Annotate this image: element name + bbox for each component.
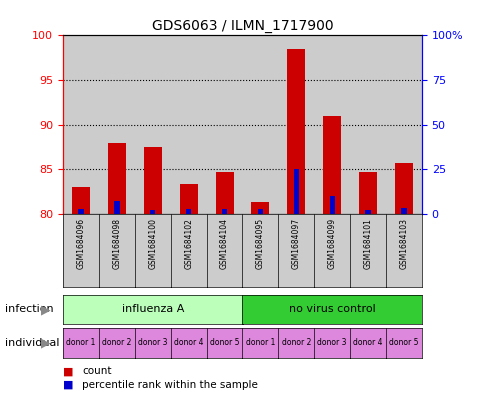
Bar <box>400 208 406 214</box>
Text: count: count <box>82 366 112 376</box>
Text: ▶: ▶ <box>41 303 51 316</box>
Bar <box>99 35 135 214</box>
Text: donor 3: donor 3 <box>138 338 167 347</box>
Text: GSM1684104: GSM1684104 <box>220 218 228 269</box>
Bar <box>206 35 242 214</box>
Bar <box>329 196 334 214</box>
Text: GSM1684100: GSM1684100 <box>148 218 157 269</box>
Text: GSM1684099: GSM1684099 <box>327 218 336 269</box>
Bar <box>170 35 206 214</box>
Bar <box>278 35 314 214</box>
Bar <box>150 210 155 214</box>
Text: donor 4: donor 4 <box>353 338 382 347</box>
Bar <box>135 35 170 214</box>
Text: donor 3: donor 3 <box>317 338 346 347</box>
Bar <box>385 35 421 214</box>
Text: individual: individual <box>5 338 59 348</box>
Text: GSM1684102: GSM1684102 <box>184 218 193 269</box>
Text: ■: ■ <box>63 366 74 376</box>
Text: GSM1684095: GSM1684095 <box>256 218 264 269</box>
Text: infection: infection <box>5 305 53 314</box>
Text: GSM1684097: GSM1684097 <box>291 218 300 269</box>
Text: ▶: ▶ <box>41 336 51 349</box>
Bar <box>322 116 340 214</box>
Text: influenza A: influenza A <box>121 305 183 314</box>
Bar <box>221 209 227 214</box>
Bar <box>179 184 197 214</box>
Bar <box>314 35 349 214</box>
Bar <box>242 35 278 214</box>
Bar <box>287 49 304 214</box>
Text: GSM1684096: GSM1684096 <box>76 218 85 269</box>
Text: donor 1: donor 1 <box>245 338 274 347</box>
Text: donor 5: donor 5 <box>389 338 418 347</box>
Text: donor 1: donor 1 <box>66 338 95 347</box>
Title: GDS6063 / ILMN_1717900: GDS6063 / ILMN_1717900 <box>151 19 333 33</box>
Text: donor 4: donor 4 <box>174 338 203 347</box>
Bar <box>251 202 269 214</box>
Text: donor 2: donor 2 <box>281 338 310 347</box>
Text: GSM1684098: GSM1684098 <box>112 218 121 269</box>
Bar <box>143 147 161 214</box>
Bar <box>358 172 376 214</box>
Bar <box>107 143 125 214</box>
Bar <box>78 209 84 214</box>
Text: ■: ■ <box>63 380 74 390</box>
Bar <box>364 210 370 214</box>
Bar <box>185 209 191 214</box>
Bar <box>257 209 263 214</box>
Bar <box>293 169 299 214</box>
Bar <box>349 35 385 214</box>
Bar <box>114 201 120 214</box>
Bar <box>394 163 412 214</box>
Text: no virus control: no virus control <box>288 305 375 314</box>
Bar <box>72 187 90 214</box>
Text: GSM1684101: GSM1684101 <box>363 218 372 269</box>
Text: donor 5: donor 5 <box>210 338 239 347</box>
Bar <box>63 35 99 214</box>
Text: GSM1684103: GSM1684103 <box>399 218 408 269</box>
Text: donor 2: donor 2 <box>102 338 131 347</box>
Bar <box>215 172 233 214</box>
Text: percentile rank within the sample: percentile rank within the sample <box>82 380 258 390</box>
